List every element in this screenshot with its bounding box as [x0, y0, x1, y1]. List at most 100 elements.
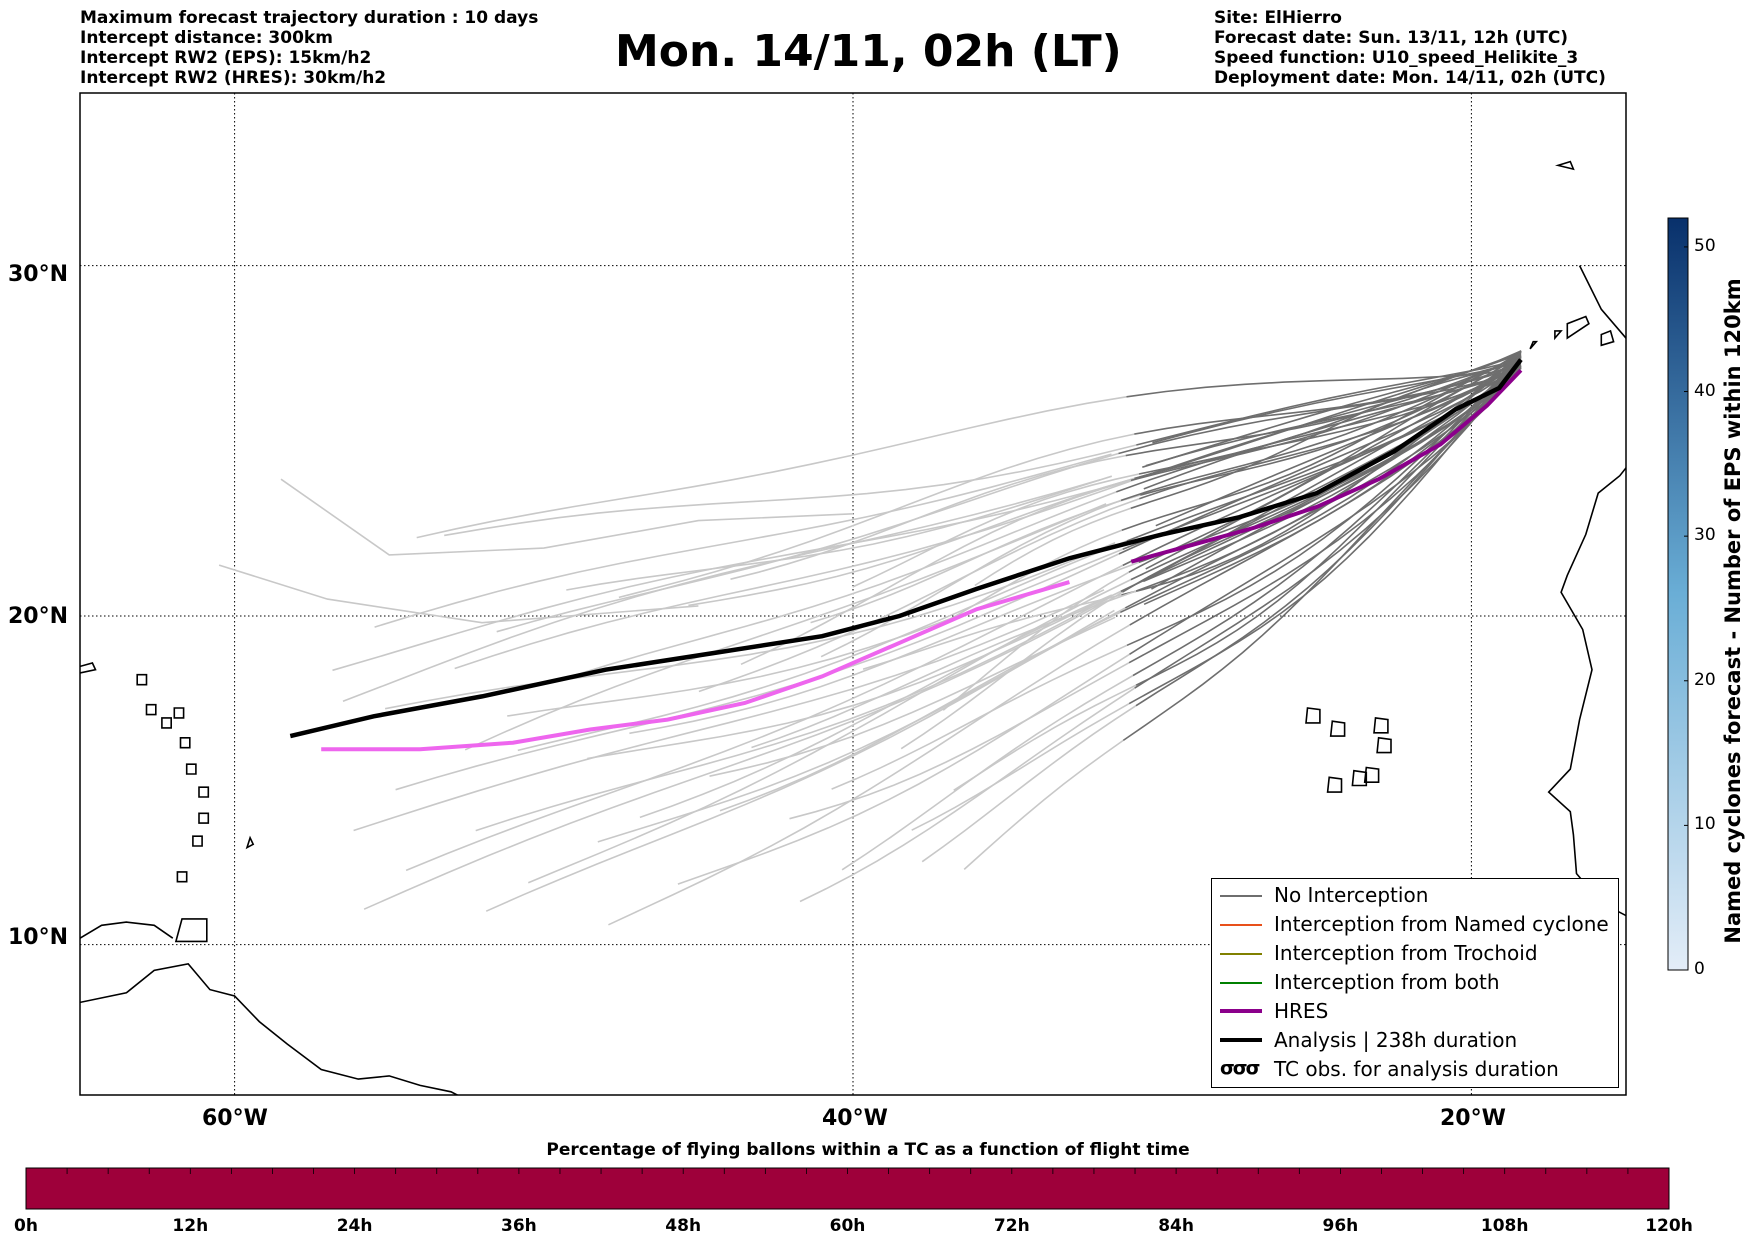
eps-trajectory-late — [566, 475, 1113, 591]
tc-symbol-icon: σσσ — [1220, 1057, 1260, 1079]
legend-label: Analysis | 238h duration — [1274, 1028, 1518, 1052]
bottom-colorbar-tick-label: 48h — [665, 1216, 702, 1236]
eps-trajectory-late — [730, 454, 1126, 580]
trinidad-island — [174, 918, 208, 943]
eps-trajectory-early — [1116, 367, 1522, 493]
madeira-island — [1554, 160, 1575, 171]
colorbar-tick-label: 0 — [1694, 959, 1705, 979]
eps-trajectory-late — [852, 473, 1140, 588]
eps-trajectory-early — [1126, 367, 1522, 398]
legend-label: Interception from Named cyclone — [1274, 912, 1609, 936]
eps-trajectory-late — [218, 564, 699, 624]
bottom-colorbar-tick-label: 96h — [1322, 1216, 1359, 1236]
eps-trajectory-early — [1122, 356, 1522, 742]
eps-trajectory-late — [608, 624, 1131, 926]
eps-trajectory-late — [587, 590, 1122, 760]
legend-label: No Interception — [1274, 883, 1429, 907]
lat-label-10n: 10°N — [8, 925, 69, 950]
eps-trajectory-late — [507, 548, 1124, 717]
legend-item: σσσ TC obs. for analysis duration — [1212, 1055, 1618, 1084]
colorbar-tick-label: 30 — [1694, 525, 1716, 546]
colorbar-tick-label: 50 — [1694, 235, 1716, 256]
eps-trajectory-late — [475, 596, 1111, 832]
legend-swatch — [1220, 895, 1262, 897]
eps-trajectory-early — [1139, 361, 1522, 500]
analysis-trajectory — [289, 358, 1523, 739]
header-info-line: Intercept distance: 300km — [80, 28, 333, 48]
eps-trajectory-late — [444, 444, 1137, 537]
eps-trajectory-late — [810, 494, 1141, 624]
eps-trajectory-late — [395, 553, 1120, 791]
cape-verde-island — [1329, 720, 1346, 737]
eps-trajectory-late — [719, 611, 1121, 812]
header-info-line: Site: ElHierro — [1214, 8, 1342, 28]
legend-swatch — [1220, 982, 1262, 984]
eps-trajectory-late — [751, 590, 1137, 749]
island — [192, 835, 203, 847]
lon-label-60w: 60°W — [202, 1106, 268, 1131]
cape-verde-island — [1326, 776, 1343, 793]
legend-label: HRES — [1274, 999, 1329, 1023]
eps-trajectory-late — [974, 507, 1132, 587]
eps-trajectory-late — [618, 433, 1135, 599]
eps-trajectory-early — [1134, 355, 1522, 689]
bottom-colorbar-tick-label: 12h — [172, 1216, 209, 1236]
cyclone-colorbar-label: Named cyclones forecast - Number of EPS … — [1721, 278, 1745, 944]
island — [145, 703, 157, 716]
el-hierro-island — [1529, 340, 1539, 350]
eps-trajectory-early — [1136, 358, 1522, 446]
eps-trajectory-early — [1134, 362, 1522, 435]
eps-trajectory-early — [1143, 363, 1522, 490]
eps-trajectory-late — [677, 653, 1130, 885]
hres-trajectory-late — [321, 580, 1070, 752]
island — [161, 717, 172, 729]
legend-swatch — [1220, 924, 1262, 926]
eps-trajectory-early — [1135, 354, 1522, 686]
eps-trajectory-late — [963, 739, 1124, 870]
tenerife-island — [1566, 315, 1590, 340]
island — [185, 763, 197, 775]
bottom-colorbar-tick-label: 84h — [1158, 1216, 1194, 1236]
barbados-island — [245, 835, 255, 850]
bottom-colorbar-tick-label: 0h — [14, 1216, 38, 1236]
venezuela-coast — [80, 921, 174, 939]
bottom-colorbar-tick-label: 36h — [501, 1216, 537, 1236]
header-info-line: Forecast date: Sun. 13/11, 12h (UTC) — [1214, 28, 1569, 48]
legend-item: HRES — [1212, 997, 1618, 1026]
eps-trajectory-early — [1130, 352, 1522, 482]
cape-verde-island — [1305, 707, 1321, 724]
legend-label: TC obs. for analysis duration — [1274, 1057, 1559, 1081]
eps-trajectory-early — [1132, 350, 1522, 677]
eps-trajectory-late — [405, 564, 1124, 872]
header-info-line: Intercept RW2 (EPS): 15km/h2 — [80, 48, 372, 68]
lon-label-40w: 40°W — [822, 1106, 888, 1131]
eps-trajectory-early — [1120, 356, 1522, 614]
eps-trajectory-late — [639, 594, 1113, 819]
colorbar-tick-label: 40 — [1694, 380, 1716, 401]
eps-trajectory-late — [789, 662, 1130, 820]
eps-trajectory-late — [374, 453, 1112, 628]
legend-item: Analysis | 238h duration — [1212, 1026, 1618, 1055]
island — [173, 707, 185, 719]
cyclone-count-colorbar — [1667, 217, 1689, 971]
header-left-info: Maximum forecast trajectory duration : 1… — [80, 8, 538, 88]
legend-label: Interception from both — [1274, 970, 1500, 994]
eps-trajectory-late — [353, 589, 1105, 832]
legend-swatch — [1220, 953, 1262, 955]
eps-trajectory-early — [1126, 350, 1522, 647]
header-info-line: Intercept RW2 (HRES): 30km/h2 — [80, 68, 387, 88]
legend-swatch — [1220, 1009, 1262, 1013]
bottom-colorbar-tick-label: 108h — [1480, 1216, 1529, 1236]
page-title: Mon. 14/11, 02h (LT) — [615, 26, 1122, 77]
eps-trajectory-early — [1142, 357, 1522, 583]
eps-trajectory-late — [911, 702, 1130, 831]
eps-trajectory-early — [1130, 358, 1522, 510]
eps-trajectory-late — [688, 477, 1135, 607]
eps-trajectory-late — [342, 479, 1101, 703]
virgin-islands — [80, 662, 97, 674]
header-info-line: Deployment date: Mon. 14/11, 02h (UTC) — [1214, 68, 1606, 88]
eps-trajectory-late — [416, 396, 1127, 539]
legend-swatch — [1220, 1038, 1262, 1042]
eps-trajectory-late — [820, 499, 1122, 658]
eps-trajectory-late — [485, 609, 1115, 912]
